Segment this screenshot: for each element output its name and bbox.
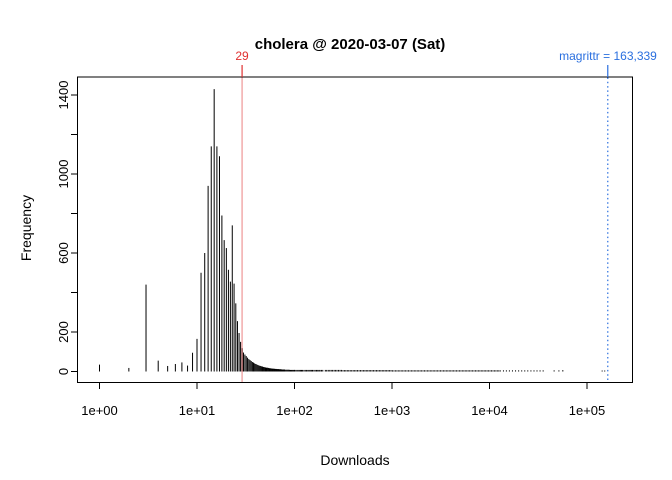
magrittr-annotation-label: magrittr = 163,339	[559, 49, 657, 63]
chart-title: cholera @ 2020-03-07 (Sat)	[254, 36, 446, 53]
x-axis-tick-label: 1e+05	[569, 403, 606, 418]
x-axis-tick-label: 1e+01	[179, 403, 216, 418]
y-axis-tick-label: 200	[56, 321, 71, 343]
x-axis-title: Downloads	[320, 452, 390, 468]
x-axis-tick-label: 1e+03	[374, 403, 411, 418]
y-axis-title: Frequency	[18, 194, 34, 262]
y-axis-tick-label: 600	[56, 242, 71, 264]
x-axis-tick-label: 1e+04	[471, 403, 508, 418]
y-axis-tick-label: 0	[56, 368, 71, 375]
x-axis-tick-label: 1e+00	[81, 403, 118, 418]
y-axis-tick-label: 1400	[56, 81, 71, 110]
plot-box	[77, 76, 633, 383]
threshold-annotation-label: 29	[235, 49, 249, 63]
x-axis-tick-label: 1e+02	[276, 403, 313, 418]
y-axis-tick-label: 1000	[56, 160, 71, 189]
